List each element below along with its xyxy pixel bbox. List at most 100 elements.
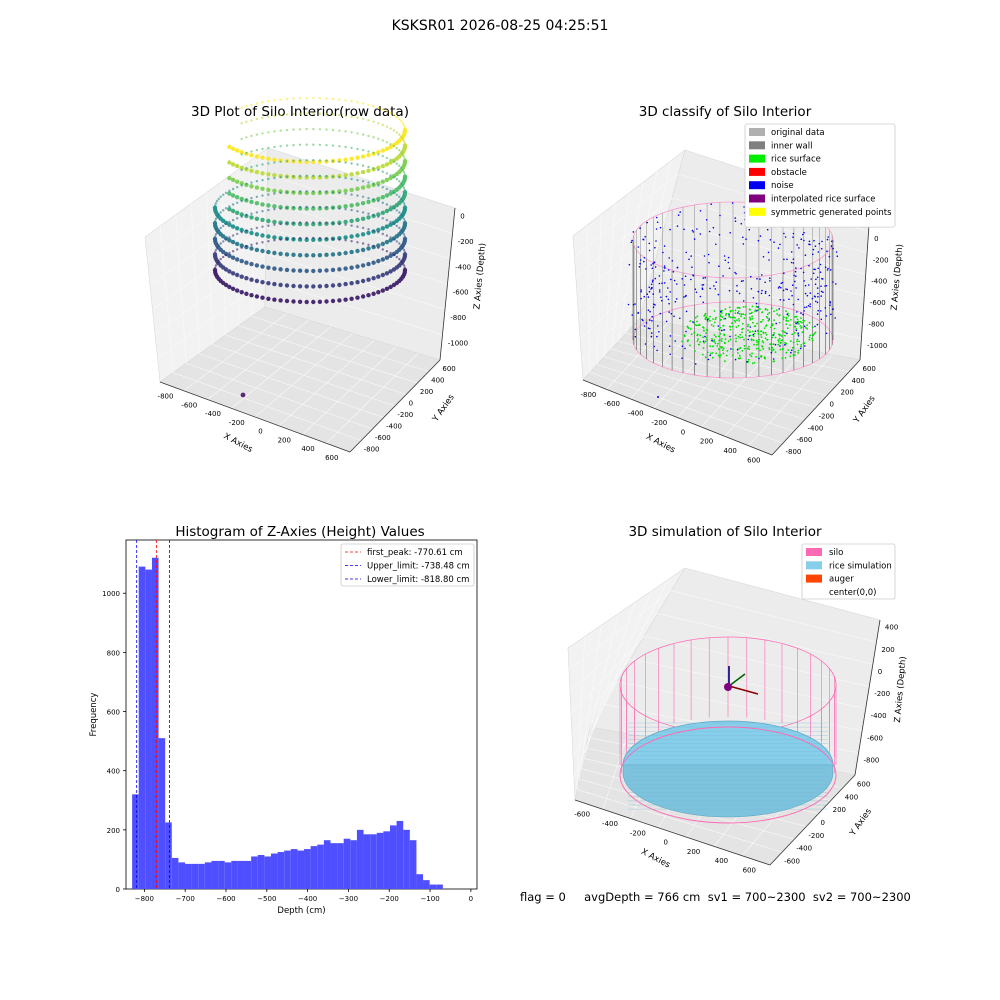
p4-x-tick: -400: [602, 820, 618, 828]
p2-noise-point: [658, 291, 661, 293]
p4-legend-swatch: [806, 548, 822, 556]
p2-noise-point: [803, 280, 805, 282]
p3-histogram-bar: [244, 860, 252, 889]
p1-data-point: [395, 255, 398, 259]
p1-data-point: [330, 252, 336, 257]
p1-data-point: [385, 187, 389, 191]
p2-rice-point: [734, 321, 737, 323]
p1-data-point: [298, 190, 302, 193]
p2-rice-point: [703, 329, 705, 332]
p1-data-point: [255, 211, 259, 214]
p2-noise-point: [652, 262, 654, 265]
p2-rice-point: [723, 342, 726, 345]
p3-histogram-bar: [132, 794, 139, 889]
p2-noise-point: [671, 260, 674, 262]
p2-noise-point: [643, 325, 646, 327]
p2-grid-line: [575, 197, 673, 278]
p2-noise-point: [648, 249, 651, 252]
p1-data-point: [279, 98, 282, 101]
p2-rice-point: [806, 328, 809, 330]
p1-data-point: [292, 128, 295, 131]
p2-noise-point: [634, 328, 637, 331]
p1-data-point: [395, 193, 398, 196]
p1-data-point: [245, 213, 248, 217]
p2-noise-point: [708, 230, 711, 233]
p2-noise-point: [645, 268, 647, 270]
p1-data-point: [356, 163, 359, 166]
p1-data-point: [240, 199, 243, 203]
p2-rice-point: [719, 319, 722, 321]
p1-data-point: [311, 222, 316, 227]
p2-rice-point: [732, 310, 734, 312]
p1-data-point: [350, 208, 353, 212]
p2-z-label: Z Axies (Depth): [890, 244, 906, 311]
p1-data-point: [305, 174, 308, 177]
p2-noise-point: [802, 271, 805, 274]
p4-legend-label: silo: [829, 548, 843, 558]
p1-data-point: [389, 236, 392, 239]
p1-data-point: [350, 224, 353, 227]
p1-data-point: [344, 223, 347, 226]
p1-data-point: [366, 153, 371, 158]
p2-rice-point: [760, 355, 763, 357]
p1-data-point: [278, 298, 283, 303]
p1-data-point: [338, 160, 341, 163]
p1-data-point: [318, 237, 322, 240]
p2-noise-point: [694, 288, 697, 291]
p2-rice-point: [737, 306, 740, 309]
p1-data-point: [284, 298, 290, 304]
p3-x-tick: −200: [380, 895, 399, 903]
p2-noise-point: [669, 353, 671, 356]
p2-noise-point: [663, 245, 666, 247]
p2-y-tick: 400: [852, 377, 865, 385]
p1-data-point: [272, 219, 277, 225]
p2-rice-point: [773, 310, 775, 313]
p2-rice-point: [747, 325, 749, 328]
p2-noise-point: [649, 319, 651, 321]
p1-data-point: [400, 120, 403, 123]
p2-noise-point: [803, 310, 805, 312]
p2-rice-point: [690, 333, 693, 336]
p2-noise-point: [659, 226, 662, 229]
p3-histogram-bar: [191, 863, 199, 889]
p2-noise-point: [692, 231, 695, 233]
p2-noise-point: [693, 238, 696, 240]
p2-rice-point: [757, 347, 760, 350]
p2-noise-point: [779, 243, 781, 246]
p2-rice-point: [734, 316, 736, 319]
p2-rice-point: [794, 321, 797, 323]
p2-y-tick: -200: [819, 412, 835, 420]
p3-histogram-bar: [138, 566, 146, 889]
p1-data-point: [325, 206, 328, 209]
p2-noise-point: [637, 246, 640, 248]
p1-data-point: [305, 205, 308, 209]
p2-rice-point: [792, 346, 795, 349]
p2-rice-point: [715, 316, 717, 319]
p2-rice-point: [781, 357, 784, 360]
p1-data-point: [305, 96, 308, 100]
p4-y-tick: -200: [808, 832, 824, 840]
p2-rice-point: [725, 354, 728, 357]
p1-data-point: [372, 213, 375, 217]
p1-data-point: [338, 238, 341, 241]
p2-rice-point: [768, 348, 771, 351]
p1-data-point: [372, 151, 375, 155]
p2-noise-point: [802, 313, 804, 316]
p2-rice-point: [748, 316, 751, 319]
p1-data-point: [392, 207, 396, 210]
p1-data-point: [356, 194, 359, 197]
p2-noise-point: [784, 344, 786, 346]
p2-noise-point: [695, 291, 698, 294]
p1-data-point: [381, 139, 384, 142]
p1-data-point: [401, 184, 405, 187]
p2-noise-point: [829, 269, 832, 271]
p2-noise-point: [824, 307, 827, 309]
p2-rice-point: [796, 343, 799, 346]
p2-rice-point: [722, 352, 725, 355]
p1-data-point: [361, 226, 365, 230]
p2-rice-point: [766, 309, 769, 311]
p2-rice-point: [777, 333, 780, 336]
p1-data-point: [214, 202, 218, 205]
p1-data-point: [236, 201, 239, 204]
p1-data-point: [318, 174, 322, 178]
